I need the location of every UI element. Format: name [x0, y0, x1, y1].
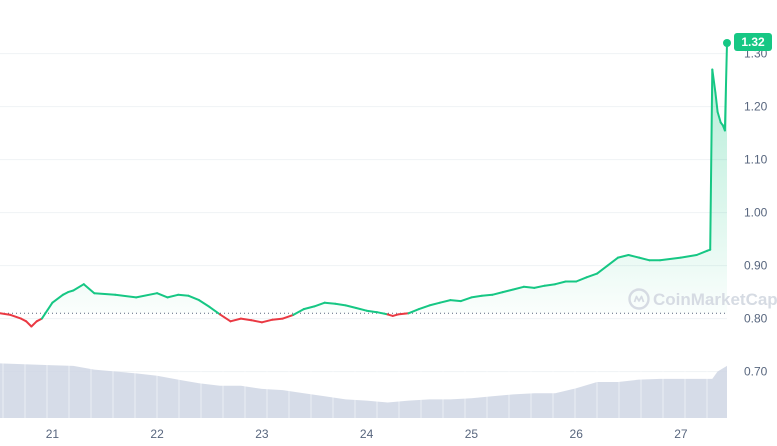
price-line-segment: [40, 301, 54, 320]
price-line-segment: [82, 283, 96, 295]
y-axis-ticks: 0.700.800.901.001.101.201.30: [744, 47, 768, 379]
price-line-segment: [271, 317, 284, 321]
y-tick-label: 1.10: [744, 153, 768, 167]
price-line-segment: [156, 292, 169, 299]
price-line-segment: [679, 254, 698, 259]
x-tick-label: 25: [465, 427, 479, 441]
price-line-segment: [292, 308, 305, 316]
price-line-segment: [229, 317, 242, 323]
price-line-segment: [554, 280, 567, 286]
price-line-segment: [418, 304, 431, 311]
price-line-segment: [585, 272, 599, 279]
price-line-segment: [281, 313, 295, 320]
watermark-text: CoinMarketCap: [653, 290, 777, 309]
price-line-segment: [711, 68, 717, 95]
price-line-segment: [439, 299, 452, 304]
price-line-segment: [512, 285, 525, 291]
x-tick-label: 26: [570, 427, 584, 441]
price-line-segment: [533, 284, 546, 289]
x-tick-label: 24: [360, 427, 374, 441]
grid-lines: [0, 53, 727, 373]
current-price-dot: [723, 39, 731, 47]
price-line-segment: [543, 283, 557, 287]
price-line-segment: [627, 254, 640, 259]
price-line-segment: [135, 292, 159, 299]
volume-area: [0, 350, 727, 418]
y-tick-label: 1.00: [744, 206, 768, 220]
price-area-shape: [0, 43, 727, 314]
price-line-segment: [365, 309, 379, 314]
price-line-segment: [501, 288, 515, 294]
price-line-segment: [323, 301, 337, 305]
price-line-segment: [606, 256, 620, 267]
price-line-segment: [250, 319, 263, 324]
y-tick-label: 0.80: [744, 312, 768, 326]
current-price-label: 1.32: [741, 35, 765, 49]
price-line-segment: [638, 256, 651, 262]
price-line-segment: [397, 312, 410, 316]
price-line-segment: [313, 301, 326, 308]
price-line-segment: [695, 249, 709, 256]
current-price-badge: 1.32: [734, 33, 772, 51]
price-line-segment: [51, 293, 64, 304]
price-line-segment: [723, 42, 728, 132]
price-line-segment: [617, 254, 630, 259]
x-tick-label: 22: [150, 427, 164, 441]
y-tick-label: 0.90: [744, 259, 768, 273]
price-line-segment: [302, 305, 316, 311]
y-tick-label: 1.20: [744, 100, 768, 114]
price-line-segment: [219, 313, 232, 323]
price-line-segment: [428, 301, 441, 307]
price-line-segment: [470, 294, 483, 299]
price-line-segment: [239, 317, 253, 322]
x-tick-label: 27: [674, 427, 688, 441]
price-line-segment: [9, 313, 22, 320]
price-line: [0, 42, 728, 328]
price-line-segment: [187, 294, 200, 302]
price-line-segment: [355, 307, 368, 312]
price-line-segment: [30, 320, 38, 328]
price-line-segment: [596, 264, 609, 275]
volume-area-shape: [0, 363, 727, 418]
coinmarketcap-logo-icon: [628, 288, 650, 310]
price-area-fill: [0, 43, 727, 314]
price-line-segment: [198, 299, 211, 308]
price-line-segment: [72, 283, 85, 292]
price-line-segment: [93, 292, 117, 296]
price-line-segment: [0, 312, 12, 316]
x-tick-label: 23: [255, 427, 269, 441]
current-price-badge-bg: [734, 33, 772, 51]
price-line-segment: [208, 305, 221, 316]
price-line-segment: [480, 293, 494, 297]
price-line-segment: [716, 110, 722, 124]
price-line-segment: [709, 68, 714, 251]
price-line-segment: [659, 256, 682, 262]
price-line-segment: [714, 92, 719, 113]
y-tick-label: 0.70: [744, 365, 768, 379]
price-line-segment: [344, 304, 358, 309]
price-line-segment: [491, 291, 504, 296]
price-line-segment: [25, 320, 33, 328]
coinmarketcap-watermark: CoinMarketCap: [628, 288, 777, 310]
price-line-segment: [459, 296, 473, 303]
x-axis-ticks: 21 22 23 24 25 26 27: [46, 427, 688, 441]
price-line-segment: [407, 308, 420, 315]
price-line-segment: [177, 293, 190, 297]
x-tick-label: 21: [46, 427, 60, 441]
price-line-segment: [376, 311, 389, 316]
price-line-segment: [334, 302, 347, 307]
price-line-segment: [114, 293, 138, 299]
price-line-segment: [575, 276, 588, 283]
price-line-segment: [522, 285, 536, 289]
price-line-segment: [260, 318, 274, 324]
price-line-segment: [449, 299, 462, 303]
price-line-segment: [166, 293, 180, 299]
